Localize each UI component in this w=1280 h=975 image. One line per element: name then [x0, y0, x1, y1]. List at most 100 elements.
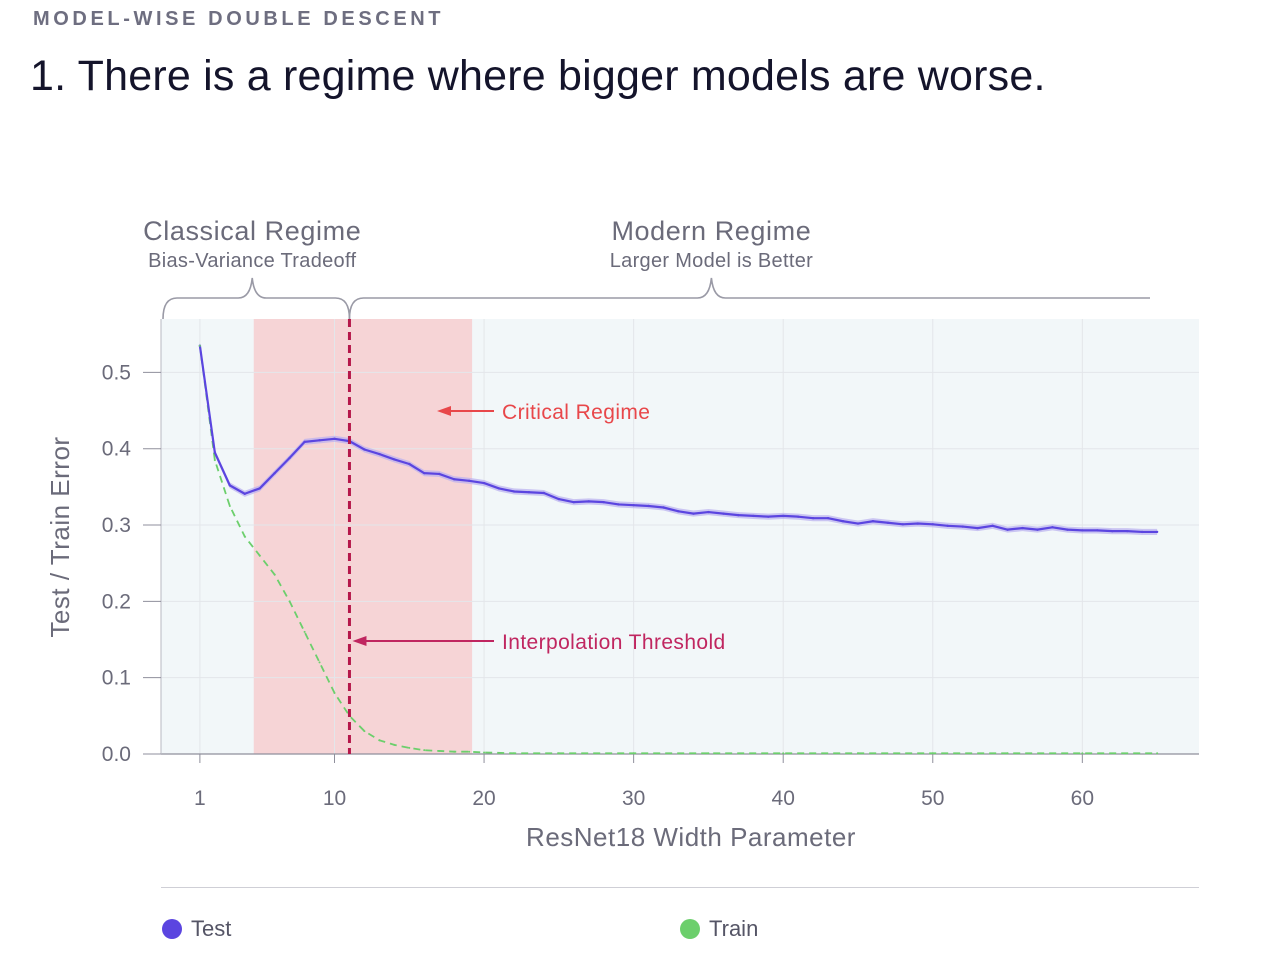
test-point	[1140, 530, 1144, 534]
test-point	[497, 487, 501, 490]
series-lines	[198, 342, 1159, 755]
train-point	[333, 691, 336, 694]
train-point	[258, 554, 261, 557]
test-point	[482, 481, 486, 485]
test-point	[796, 515, 800, 518]
test-point	[991, 524, 994, 528]
x-axis-label: ResNet18 Width Parameter	[526, 822, 856, 852]
train-point	[213, 459, 216, 462]
regime-braces: Classical Regime Bias-Variance Tradeoff Mo…	[143, 216, 1150, 320]
test-point	[572, 500, 576, 504]
y-tick-label: 0.3	[102, 514, 131, 537]
test-point	[1081, 529, 1084, 532]
train-point	[303, 630, 306, 633]
test-point	[363, 448, 366, 451]
regime-subtitle: Larger Model is Better	[610, 250, 813, 272]
test-point	[1006, 528, 1009, 531]
test-point	[467, 479, 471, 482]
test-point	[662, 506, 665, 509]
train-point	[512, 752, 515, 755]
train-point	[393, 743, 396, 746]
test-point	[946, 524, 949, 528]
x-tick-label: 20	[472, 787, 495, 810]
train-point	[483, 751, 486, 754]
test-point	[437, 472, 441, 476]
test-point	[886, 521, 890, 524]
test-point	[841, 520, 845, 523]
test-point	[273, 471, 276, 475]
test-point	[707, 510, 710, 514]
test-point	[1051, 526, 1054, 529]
train-point	[453, 750, 456, 753]
test-point	[1126, 529, 1129, 533]
test-point	[1021, 526, 1024, 530]
test-point	[617, 503, 620, 506]
test-point	[916, 522, 920, 525]
y-axis-label: Test / Train Error	[45, 436, 75, 637]
train-point	[707, 752, 710, 755]
test-point	[512, 490, 516, 493]
train-point	[782, 752, 785, 755]
test-point	[976, 526, 979, 530]
x-tick-label: 30	[622, 787, 645, 810]
train-point	[228, 504, 231, 507]
test-point	[1155, 530, 1159, 534]
x-tick-label: 1	[194, 787, 206, 810]
train-point	[198, 344, 201, 347]
test-point	[856, 522, 860, 525]
test-point	[602, 500, 605, 504]
legend-divider	[161, 887, 1199, 888]
regime-subtitle: Bias-Variance Tradeoff	[148, 250, 356, 272]
x-tick-label: 10	[323, 787, 346, 810]
train-point	[1081, 752, 1084, 755]
legend-dot-test	[162, 919, 182, 939]
test-point	[1096, 529, 1099, 532]
test-point	[752, 514, 755, 518]
train-line	[198, 345, 1158, 755]
test-point	[393, 458, 396, 461]
train-point	[1006, 752, 1009, 755]
train-point	[1156, 752, 1159, 755]
test-point	[452, 478, 456, 481]
regime-brace	[162, 277, 351, 320]
critical-regime-region	[253, 319, 473, 754]
y-tick-label: 0.1	[102, 667, 131, 690]
test-point	[333, 437, 336, 441]
test-point	[318, 439, 321, 442]
critical-regime-label: Critical Regime	[502, 401, 650, 424]
test-point	[737, 513, 740, 517]
train-point	[378, 739, 381, 742]
y-tick-label: 0.0	[102, 743, 131, 766]
page-title: 1. There is a regime where bigger models…	[30, 52, 1046, 100]
legend-label-train: Train	[709, 916, 759, 941]
test-point	[423, 471, 426, 475]
test-point	[722, 512, 725, 515]
train-point	[931, 752, 934, 755]
train-point	[243, 535, 246, 538]
train-point	[856, 752, 859, 755]
test-point	[811, 516, 815, 520]
test-point	[901, 523, 905, 526]
test-point	[826, 516, 830, 520]
legend-item-test: Test	[162, 916, 231, 942]
test-point	[243, 492, 246, 495]
test-point	[288, 456, 291, 460]
test-point	[408, 462, 411, 466]
test-point	[542, 491, 546, 495]
test-point	[931, 523, 934, 526]
train-point	[423, 749, 426, 752]
legend-dot-train	[680, 919, 700, 939]
legend-item-train: Train	[680, 916, 758, 942]
regime-title: Modern Regime	[611, 216, 811, 246]
test-point	[782, 514, 785, 518]
test-point	[228, 484, 232, 487]
test-point	[677, 510, 680, 513]
x-tick-label: 50	[921, 787, 944, 810]
regime-title: Classical Regime	[143, 216, 361, 246]
train-point	[288, 600, 291, 603]
test-point	[258, 487, 261, 490]
test-point	[767, 515, 770, 518]
test-point	[213, 451, 217, 454]
test-point	[527, 491, 531, 494]
